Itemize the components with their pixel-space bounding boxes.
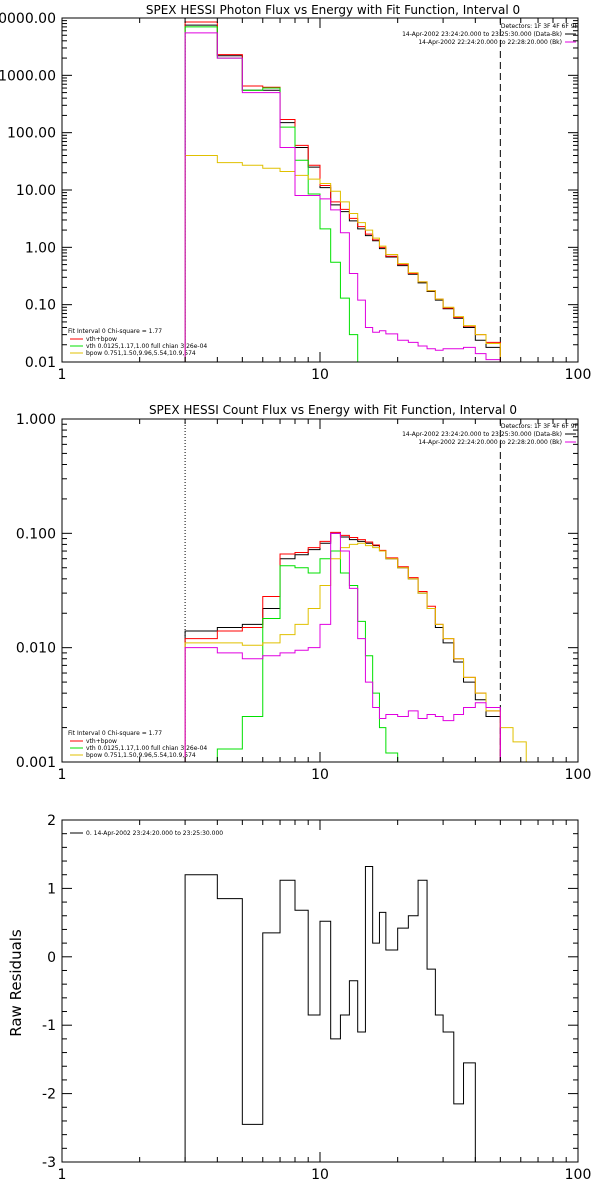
plot-marks: 1101000.010.101.0010.00100.001000.001000… bbox=[0, 11, 591, 1183]
photon-info-line-2: 14-Apr-2002 23:24:20.000 to 23:25:30.000… bbox=[402, 31, 562, 38]
count-info-line-3: 14-Apr-2002 22:24:20.000 to 22:28:20.000… bbox=[418, 439, 562, 446]
panel-0-x-tick-label: 100 bbox=[565, 367, 592, 383]
panel-1-y-tick-label: 1.000 bbox=[16, 412, 56, 428]
panel-1-series-bpow-line bbox=[184, 542, 539, 762]
panel-1-x-tick-label: 100 bbox=[565, 767, 592, 783]
count-flux-panel: SPEX HESSI Count Flux vs Energy with Fit… bbox=[68, 403, 579, 759]
panel-1-x-tick-label: 1 bbox=[58, 767, 67, 783]
panel-1-series-data-bk-line bbox=[184, 532, 501, 762]
count-flux-title: SPEX HESSI Count Flux vs Energy with Fit… bbox=[149, 403, 517, 417]
panel-2-y-tick-label: 0 bbox=[47, 950, 56, 966]
panel-2-x-tick-label: 10 bbox=[311, 1167, 329, 1183]
panel-0-y-tick-label: 100.00 bbox=[7, 126, 56, 142]
panel-0-y-tick-label: 10000.00 bbox=[0, 11, 56, 27]
photon-legend-vth: vth 0.0125,1.17,1.00 full chian 3.26e-04 bbox=[86, 343, 207, 350]
panel-0-y-tick-label: 10.00 bbox=[16, 183, 56, 199]
panel-2-y-tick-label: 2 bbox=[47, 813, 56, 829]
panel-2-y-tick-label: -1 bbox=[42, 1018, 56, 1034]
panel-0-y-tick-label: 0.01 bbox=[25, 355, 56, 371]
photon-info-line-3: 14-Apr-2002 22:24:20.000 to 22:28:20.000… bbox=[418, 39, 562, 46]
photon-legend-fit: Fit Interval 0 Chi-square = 1.77 bbox=[68, 328, 162, 335]
photon-legend-bpow: bpow 0.751,1.50,9.96,5.54,10.9,574 bbox=[86, 350, 196, 357]
count-legend-bpow: bpow 0.751,1.50,9.96,5.54,10.9,574 bbox=[86, 752, 196, 759]
count-legend-vth: vth 0.0125,1.17,1.00 full chian 3.26e-04 bbox=[86, 745, 207, 752]
panel-0-x-tick-label: 1 bbox=[58, 367, 67, 383]
count-info-line-2: 14-Apr-2002 23:24:20.000 to 23:25:30.000… bbox=[402, 431, 562, 438]
panel-1-series-vth-bpow-line bbox=[184, 531, 501, 762]
panel-2-x-tick-label: 100 bbox=[565, 1167, 592, 1183]
panel-1-x-tick-label: 10 bbox=[311, 767, 329, 783]
panel-1-series-bk-line bbox=[184, 532, 501, 762]
panel-0-series-bpow-line bbox=[184, 154, 501, 362]
photon-info-line-1: Detectors: 1F 3F 4F 6F 9F bbox=[501, 23, 579, 30]
panel-2-y-tick-label: -3 bbox=[42, 1155, 56, 1171]
count-legend-vth-bpow: vth+bpow bbox=[86, 738, 117, 745]
residuals-legend: 0. 14-Apr-2002 23:24:20.000 to 23:25:30.… bbox=[86, 830, 223, 837]
photon-flux-title: SPEX HESSI Photon Flux vs Energy with Fi… bbox=[146, 3, 520, 17]
panel-1-y-tick-label: 0.001 bbox=[16, 755, 56, 771]
panel-0-series-vth-line bbox=[184, 26, 501, 362]
residuals-y-axis-label: Raw Residuals bbox=[7, 929, 25, 1037]
panel-0-series-data-bk-line bbox=[184, 24, 501, 362]
photon-legend-vth-bpow: vth+bpow bbox=[86, 336, 117, 343]
panel-1-series-vth-line bbox=[185, 550, 501, 762]
photon-flux-panel: SPEX HESSI Photon Flux vs Energy with Fi… bbox=[68, 3, 579, 357]
residuals-panel: Raw Residuals 0. 14-Apr-2002 23:24:20.00… bbox=[7, 830, 223, 1037]
panel-0-y-tick-label: 1.00 bbox=[25, 240, 56, 256]
panel-0-series-bk-line bbox=[184, 32, 501, 362]
panel-2-y-tick-label: 1 bbox=[47, 881, 56, 897]
panel-2-series-residuals-line bbox=[184, 866, 476, 1162]
panel-0-series-vth-bpow-line bbox=[184, 21, 501, 362]
panel-0-y-tick-label: 1000.00 bbox=[0, 68, 56, 84]
panel-2-y-tick-label: -2 bbox=[42, 1087, 56, 1103]
panel-1-y-tick-label: 0.010 bbox=[16, 641, 56, 657]
panel-0-y-tick-label: 0.10 bbox=[25, 298, 56, 314]
count-info-line-1: Detectors: 1F 3F 4F 6F 9F bbox=[501, 423, 579, 430]
count-legend-fit: Fit Interval 0 Chi-square = 1.77 bbox=[68, 730, 162, 737]
panel-2-x-tick-label: 1 bbox=[58, 1167, 67, 1183]
panel-0-x-tick-label: 10 bbox=[311, 367, 329, 383]
panel-1-y-tick-label: 0.100 bbox=[16, 526, 56, 542]
